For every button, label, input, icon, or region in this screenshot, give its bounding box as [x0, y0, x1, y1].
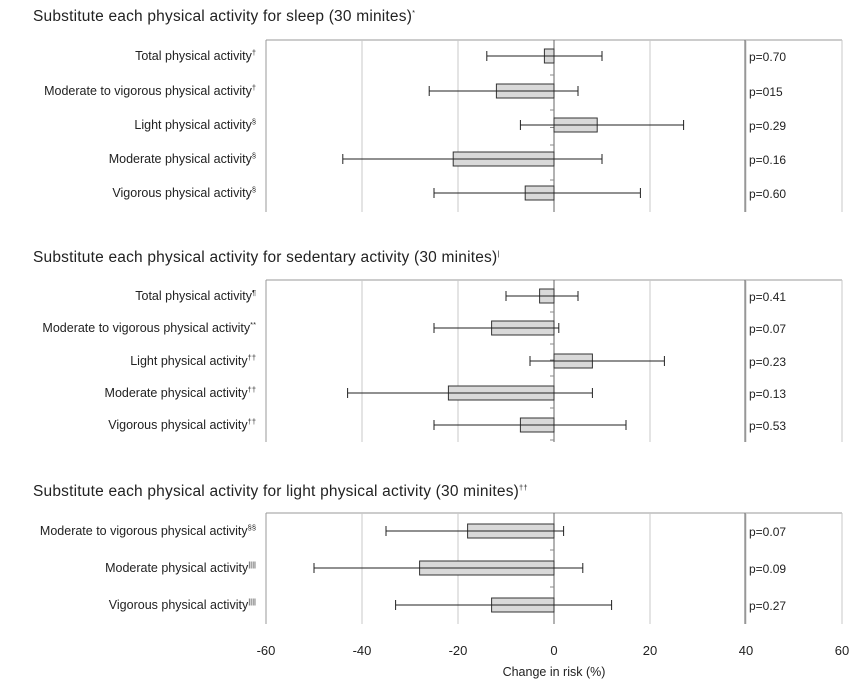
category-mark: †	[252, 83, 256, 92]
category-label-text: Vigorous physical activity	[108, 418, 248, 432]
x-tick-label: -20	[449, 643, 468, 658]
category-label-text: Light physical activity	[130, 354, 248, 368]
p-value-label: p=015	[749, 85, 783, 99]
panel-title-mark: ††	[519, 483, 528, 492]
panel-title: Substitute each physical activity for se…	[33, 249, 500, 266]
x-tick-label: 0	[550, 643, 557, 658]
category-mark: §	[252, 185, 256, 194]
p-value-label: p=0.23	[749, 355, 786, 369]
category-label-text: Moderate to vigorous physical activity	[42, 321, 250, 335]
category-label: Moderate to vigorous physical activity§§	[40, 523, 256, 538]
category-label: Total physical activity¶	[135, 288, 256, 303]
p-value-label: p=0.13	[749, 387, 786, 401]
category-label-text: Light physical activity	[134, 118, 252, 132]
category-mark: ††	[248, 417, 256, 426]
p-value-label: p=0.16	[749, 153, 786, 167]
panel-title-text: Substitute each physical activity for sl…	[33, 8, 412, 25]
p-value-label: p=0.41	[749, 290, 786, 304]
category-mark: ||||	[248, 560, 256, 569]
category-mark: ††	[248, 353, 256, 362]
category-mark: ¶	[252, 288, 256, 297]
category-label-text: Moderate to vigorous physical activity	[40, 524, 248, 538]
panel-1: Substitute each physical activity for sl…	[33, 8, 843, 212]
panel-title-mark: *	[412, 8, 415, 17]
category-mark: §§	[248, 523, 256, 532]
p-value-label: p=0.60	[749, 187, 786, 201]
p-value-label: p=0.29	[749, 119, 786, 133]
category-mark: †	[252, 48, 256, 57]
category-label: Moderate physical activity††	[105, 385, 256, 400]
category-mark: ††	[248, 385, 256, 394]
panels-layer: Substitute each physical activity for sl…	[33, 8, 843, 624]
category-label-text: Moderate physical activity	[105, 386, 249, 400]
category-label-text: Vigorous physical activity	[112, 186, 252, 200]
category-label: Light physical activity§	[134, 117, 256, 132]
x-tick-label: 20	[643, 643, 657, 658]
category-label-text: Moderate physical activity	[109, 152, 253, 166]
category-label: Vigorous physical activity||||	[109, 597, 256, 612]
x-tick-label: 60	[835, 643, 849, 658]
panel-title-text: Substitute each physical activity for li…	[33, 483, 519, 500]
category-label: Vigorous physical activity††	[108, 417, 256, 432]
category-label: Moderate physical activity||||	[105, 560, 256, 575]
category-label: Moderate physical activity§	[109, 151, 256, 166]
category-label-text: Moderate physical activity	[105, 561, 249, 575]
panel-title: Substitute each physical activity for li…	[33, 483, 528, 500]
p-value-label: p=0.07	[749, 525, 786, 539]
category-label: Total physical activity†	[135, 48, 256, 63]
p-value-label: p=0.53	[749, 419, 786, 433]
category-mark: §	[252, 151, 256, 160]
p-value-label: p=0.07	[749, 322, 786, 336]
x-axis-title: Change in risk (%)	[503, 665, 606, 679]
p-value-label: p=0.27	[749, 599, 786, 613]
panel-2: Substitute each physical activity for se…	[33, 249, 843, 442]
category-label-text: Moderate to vigorous physical activity	[44, 84, 252, 98]
p-value-label: p=0.09	[749, 562, 786, 576]
x-tick-label: -40	[353, 643, 372, 658]
category-label-text: Total physical activity	[135, 49, 252, 63]
x-axis: -60 -40 -20 0 20 40 60	[257, 643, 850, 658]
category-mark: §	[252, 117, 256, 126]
panel-title-mark: |	[497, 249, 499, 258]
category-label-text: Vigorous physical activity	[109, 598, 249, 612]
panel-title-text: Substitute each physical activity for se…	[33, 249, 497, 266]
x-tick-label: -60	[257, 643, 276, 658]
panel-3: Substitute each physical activity for li…	[33, 483, 843, 624]
category-label: Light physical activity††	[130, 353, 256, 368]
x-tick-label: 40	[739, 643, 753, 658]
category-label: Vigorous physical activity§	[112, 185, 256, 200]
category-mark: **	[250, 320, 256, 329]
p-value-label: p=0.70	[749, 50, 786, 64]
category-label: Moderate to vigorous physical activity†	[44, 83, 256, 98]
category-label: Moderate to vigorous physical activity**	[42, 320, 256, 335]
category-mark: ||||	[248, 597, 256, 606]
panel-title: Substitute each physical activity for sl…	[33, 8, 415, 25]
category-label-text: Total physical activity	[135, 289, 252, 303]
